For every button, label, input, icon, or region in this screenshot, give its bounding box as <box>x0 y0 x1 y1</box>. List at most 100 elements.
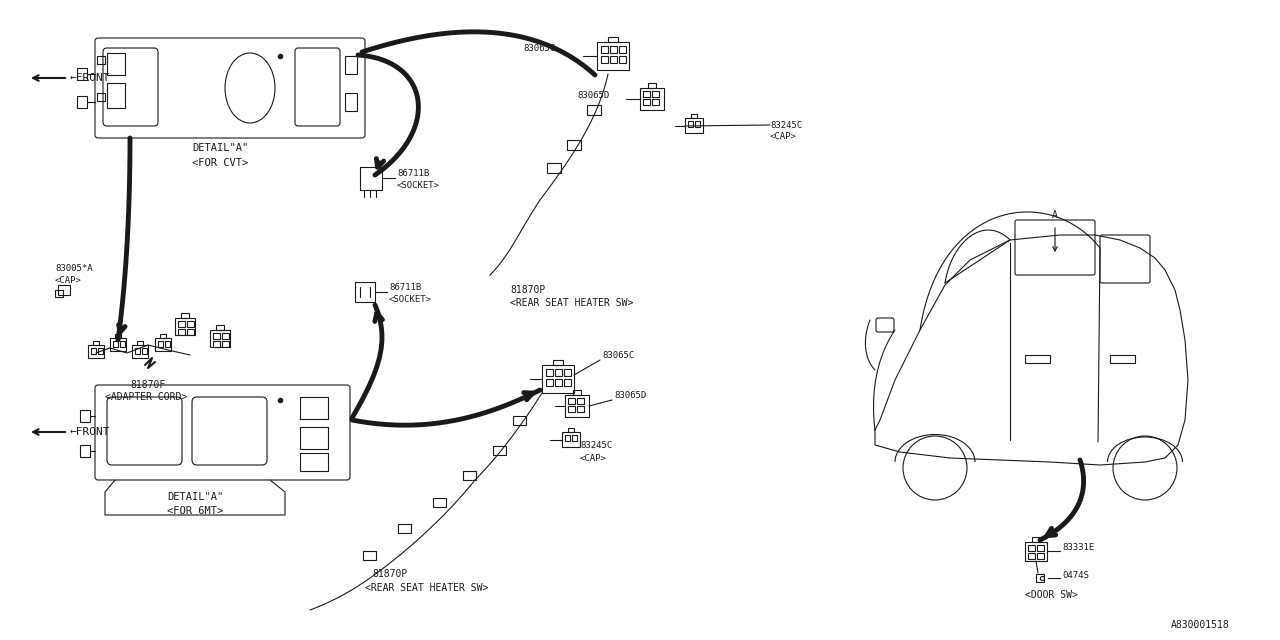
Bar <box>160 334 166 338</box>
Bar <box>88 345 104 358</box>
Bar <box>547 369 553 376</box>
Bar <box>97 93 105 101</box>
Text: <CAP>: <CAP> <box>580 454 607 463</box>
Bar <box>81 410 90 422</box>
Bar <box>463 471 476 480</box>
Text: ←FRONT: ←FRONT <box>70 73 110 83</box>
Bar <box>93 341 99 345</box>
Bar <box>433 498 445 507</box>
Text: A830001518: A830001518 <box>1171 620 1230 630</box>
Bar <box>547 163 561 173</box>
Bar <box>611 56 617 63</box>
Bar <box>577 398 584 404</box>
Bar <box>564 395 589 417</box>
Bar <box>120 341 125 347</box>
Bar <box>547 379 553 386</box>
Text: <SOCKET>: <SOCKET> <box>389 294 433 303</box>
Bar <box>652 91 659 97</box>
Bar <box>643 99 650 105</box>
Bar <box>640 88 664 110</box>
Bar <box>132 345 148 358</box>
Bar <box>556 379 562 386</box>
Bar <box>1110 355 1135 363</box>
Bar <box>110 338 125 351</box>
Text: <DOOR SW>: <DOOR SW> <box>1025 590 1078 600</box>
Bar <box>1037 545 1044 551</box>
Bar <box>178 321 186 327</box>
Bar <box>695 121 700 127</box>
Text: 81870P: 81870P <box>509 285 545 295</box>
Bar <box>620 56 626 63</box>
Bar <box>588 105 602 115</box>
Text: 83065C: 83065C <box>602 351 635 360</box>
Bar <box>577 406 584 412</box>
Bar <box>155 338 172 351</box>
Bar <box>1032 537 1039 542</box>
Text: 83245C: 83245C <box>771 120 803 129</box>
Text: <FOR CVT>: <FOR CVT> <box>192 158 248 168</box>
Text: 83245C: 83245C <box>580 440 612 449</box>
Bar <box>346 93 357 111</box>
Bar <box>513 416 526 425</box>
Bar <box>216 325 224 330</box>
Bar <box>300 397 328 419</box>
Bar <box>556 369 562 376</box>
Bar <box>137 341 143 345</box>
Bar <box>142 348 147 354</box>
Bar <box>81 445 90 457</box>
Bar <box>568 428 573 432</box>
Bar <box>573 390 581 395</box>
Text: <SOCKET>: <SOCKET> <box>397 180 440 189</box>
Text: 83065D: 83065D <box>577 90 611 99</box>
Text: A: A <box>1052 210 1059 220</box>
Bar <box>541 365 573 393</box>
Bar <box>77 96 87 108</box>
Text: <CAP>: <CAP> <box>771 131 797 141</box>
Text: 81870F: 81870F <box>131 380 165 390</box>
Bar <box>300 427 328 449</box>
Text: <FOR 6MT>: <FOR 6MT> <box>166 506 223 516</box>
Bar <box>1025 542 1047 561</box>
Bar <box>685 118 703 133</box>
Bar <box>553 360 563 365</box>
Bar <box>493 446 506 455</box>
Bar <box>113 341 118 347</box>
Bar <box>398 524 411 533</box>
Bar <box>175 318 195 335</box>
Bar <box>55 290 63 297</box>
Bar <box>99 348 102 354</box>
Bar <box>643 91 650 97</box>
Text: 86711B: 86711B <box>397 168 429 177</box>
Bar <box>691 114 698 118</box>
Bar <box>568 398 575 404</box>
Text: <CAP>: <CAP> <box>55 275 82 285</box>
Bar <box>562 432 580 447</box>
Bar <box>187 321 195 327</box>
Bar <box>648 83 657 88</box>
Bar <box>157 341 163 347</box>
Text: ←FRONT: ←FRONT <box>70 427 110 437</box>
Text: 83065C: 83065C <box>524 44 556 52</box>
Bar <box>608 37 618 42</box>
Bar <box>212 341 220 347</box>
Bar <box>620 46 626 53</box>
Bar <box>221 341 229 347</box>
Text: 83065D: 83065D <box>614 390 646 399</box>
Bar <box>115 334 122 338</box>
Bar <box>108 53 125 75</box>
Text: <REAR SEAT HEATER SW>: <REAR SEAT HEATER SW> <box>509 298 634 308</box>
Bar <box>1028 545 1036 551</box>
Bar <box>221 333 229 339</box>
Text: 83331E: 83331E <box>1062 543 1094 552</box>
Bar <box>108 83 125 108</box>
Bar <box>689 121 692 127</box>
Bar <box>300 453 328 471</box>
Bar <box>602 56 608 63</box>
Bar <box>187 329 195 335</box>
Bar <box>212 333 220 339</box>
Bar <box>178 329 186 335</box>
Text: <ADAPTER CORD>: <ADAPTER CORD> <box>105 392 187 402</box>
Bar <box>77 68 87 80</box>
Bar <box>58 285 70 295</box>
Bar <box>564 369 571 376</box>
